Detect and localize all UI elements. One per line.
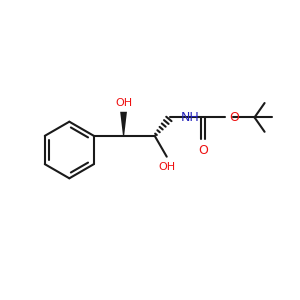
Text: O: O [229, 111, 239, 124]
Text: OH: OH [115, 98, 132, 108]
Polygon shape [120, 112, 127, 136]
Text: NH: NH [181, 111, 200, 124]
Text: O: O [198, 144, 208, 157]
Text: OH: OH [158, 162, 175, 172]
